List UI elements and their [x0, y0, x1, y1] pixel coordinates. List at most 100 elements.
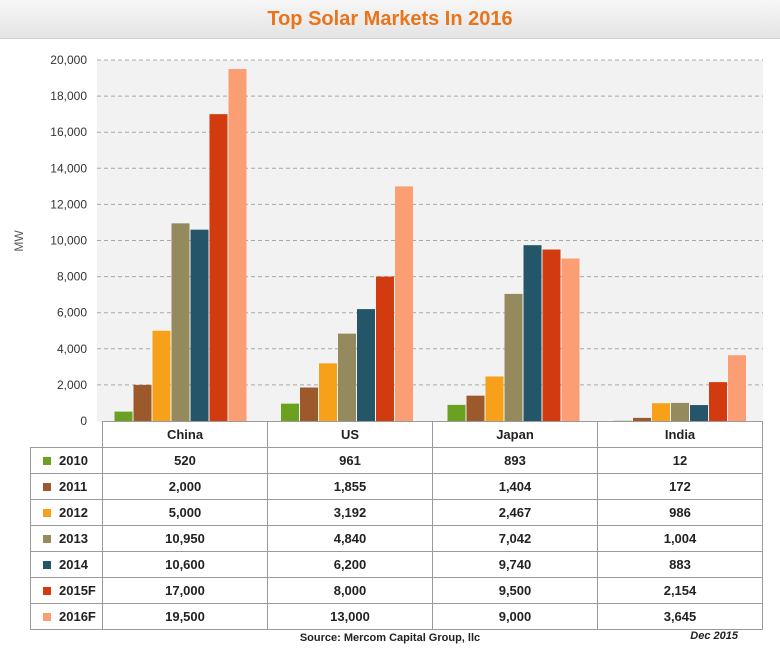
legend-entry: 2011: [30, 473, 103, 500]
legend-entry: 2014: [30, 551, 103, 578]
bar-china-2012: [152, 330, 171, 421]
bar-japan-2012: [485, 376, 504, 421]
data-value: 2,467: [432, 499, 598, 526]
data-value: 12: [597, 447, 763, 474]
legend-entry: 2010: [30, 447, 103, 474]
bar-china-2016f: [228, 69, 247, 422]
bar-india-2012: [652, 403, 670, 421]
bar-china-2014: [190, 229, 209, 421]
data-value: 3,645: [597, 603, 763, 630]
bar-us-2012: [319, 363, 337, 421]
category-label: India: [597, 421, 763, 448]
bar-india-2014: [690, 405, 708, 421]
data-value: 8,000: [267, 577, 433, 604]
data-value: 9,740: [432, 551, 598, 578]
bar-japan-2011: [466, 395, 485, 421]
legend-entry: 2012: [30, 499, 103, 526]
legend-entry: 2015F: [30, 577, 103, 604]
legend-swatch: [43, 456, 51, 465]
legend-entry: 2013: [30, 525, 103, 552]
table-row: 2014 10,600 6,200 9,740 883: [30, 551, 763, 578]
bar-japan-2015f: [542, 249, 561, 421]
y-tick-label: 4,000: [57, 342, 87, 356]
legend-label: 2016F: [59, 609, 96, 624]
table-row: 2016F 19,500 13,000 9,000 3,645: [30, 603, 763, 630]
data-value: 2,000: [102, 473, 268, 500]
y-tick-label: 14,000: [50, 161, 87, 175]
data-value: 986: [597, 499, 763, 526]
bar-us-2016f: [395, 186, 413, 421]
bar-india-2015f: [709, 382, 727, 421]
data-value: 961: [267, 447, 433, 474]
bar-japan-2013: [504, 293, 523, 421]
legend-entry: 2016F: [30, 603, 103, 630]
bar-us-2014: [357, 309, 375, 421]
y-tick-label: 18,000: [50, 89, 87, 103]
y-tick-label: 6,000: [57, 306, 87, 320]
bar-us-2010: [281, 403, 299, 421]
bar-us-2013: [338, 333, 356, 421]
bar-india-2016f: [728, 355, 746, 421]
data-value: 17,000: [102, 577, 268, 604]
table-row: 2011 2,000 1,855 1,404 172: [30, 473, 763, 500]
legend-swatch: [43, 508, 51, 517]
legend-swatch: [43, 534, 51, 543]
data-value: 9,000: [432, 603, 598, 630]
y-tick-label: 16,000: [50, 125, 87, 139]
category-label: China: [102, 421, 268, 448]
legend-label: 2011: [59, 479, 88, 494]
data-value: 172: [597, 473, 763, 500]
table-row: 2015F 17,000 8,000 9,500 2,154: [30, 577, 763, 604]
data-value: 4,840: [267, 525, 433, 552]
bar-china-2015f: [209, 114, 228, 422]
data-value: 7,042: [432, 525, 598, 552]
data-value: 19,500: [102, 603, 268, 630]
date-note: Dec 2015: [690, 630, 738, 642]
bar-japan-2014: [523, 245, 542, 421]
table-row: 2012 5,000 3,192 2,467 986: [30, 499, 763, 526]
source-note: Source: Mercom Capital Group, llc: [299, 632, 481, 644]
data-value: 520: [102, 447, 268, 474]
data-value: 13,000: [267, 603, 433, 630]
data-value: 1,855: [267, 473, 433, 500]
bar-china-2011: [133, 384, 152, 421]
y-tick-label: 12,000: [50, 197, 87, 211]
data-value: 9,500: [432, 577, 598, 604]
y-tick-label: 10,000: [50, 234, 87, 248]
legend-label: 2010: [59, 453, 88, 468]
y-axis-label: MW: [12, 230, 26, 252]
legend-label: 2012: [59, 505, 88, 520]
data-value: 10,600: [102, 551, 268, 578]
data-value: 883: [597, 551, 763, 578]
legend-label: 2015F: [59, 583, 96, 598]
bar-china-2010: [114, 411, 133, 421]
legend-label: 2013: [59, 531, 88, 546]
bar-us-2011: [300, 387, 318, 421]
chart-title: Top Solar Markets In 2016: [267, 7, 513, 30]
data-value: 1,004: [597, 525, 763, 552]
data-value: 5,000: [102, 499, 268, 526]
y-tick-label: 20,000: [50, 53, 87, 67]
data-value: 893: [432, 447, 598, 474]
bar-china-2013: [171, 223, 190, 421]
table-row: 2010 520 961 893 12: [30, 447, 763, 474]
data-value: 3,192: [267, 499, 433, 526]
bar-japan-2010: [447, 404, 466, 421]
legend-swatch: [43, 482, 51, 491]
data-value: 1,404: [432, 473, 598, 500]
data-value: 2,154: [597, 577, 763, 604]
data-table: China US Japan India 2010 520 961 893 12 2011 2,0…: [30, 421, 763, 630]
data-value: 6,200: [267, 551, 433, 578]
table-row: 2013 10,950 4,840 7,042 1,004: [30, 525, 763, 552]
category-label: US: [267, 421, 433, 448]
legend-swatch: [43, 586, 51, 595]
bar-india-2013: [671, 402, 689, 421]
table-corner: [30, 421, 103, 448]
legend-swatch: [43, 560, 51, 569]
y-tick-label: 8,000: [57, 270, 87, 284]
chart-title-bar: Top Solar Markets In 2016: [0, 0, 780, 39]
legend-swatch: [43, 612, 51, 621]
legend-label: 2014: [59, 557, 88, 572]
y-tick-label: 0: [80, 414, 87, 428]
